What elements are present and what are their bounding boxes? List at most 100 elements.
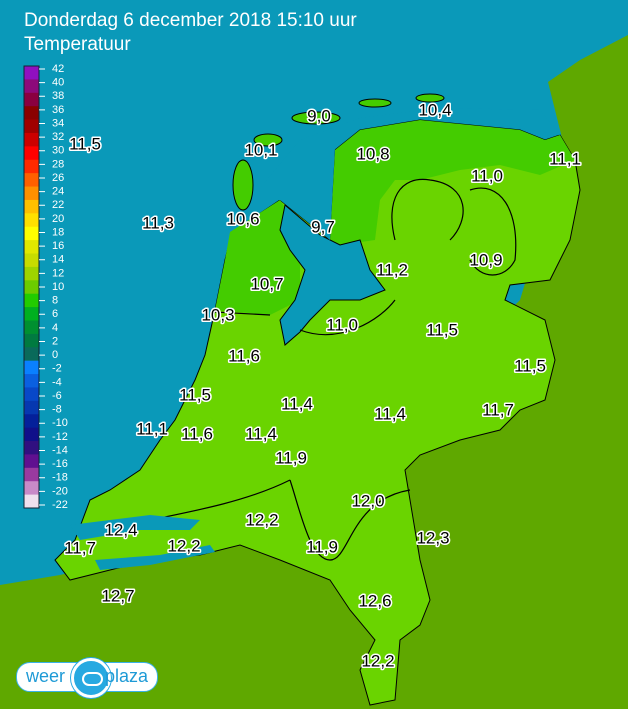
scale-swatch: [24, 360, 39, 375]
isotherm: [149, 178, 517, 561]
temp-label: 11,9: [275, 448, 307, 467]
scale-swatch: [24, 79, 39, 94]
foreign-land: [0, 35, 628, 709]
scale-swatch: [24, 173, 39, 188]
scale-tick-label: 32: [52, 131, 64, 143]
logo-text-right: plaza: [105, 666, 149, 686]
scale-tick-label: -12: [52, 431, 68, 443]
temperature-labels: 11,5 11,3 10,1 9,0 10,4 10,8 11,1 11,0 1…: [63, 99, 583, 672]
temp-label: 12,2: [167, 536, 200, 555]
scale-tick-label: 36: [52, 104, 64, 116]
weerplaza-logo[interactable]: weer plaza: [16, 658, 158, 698]
scale-tick-label: 28: [52, 158, 64, 170]
scale-tick-label: 24: [52, 186, 64, 198]
scale-swatch: [24, 400, 39, 415]
scale-swatch: [24, 347, 39, 362]
temp-label: 12,0: [351, 491, 384, 510]
scale-tick-label: 26: [52, 172, 64, 184]
temp-label: 11,5: [514, 356, 546, 375]
map-title: Donderdag 6 december 2018 15:10 uur: [24, 10, 357, 31]
logo-text-left: weer: [26, 666, 66, 686]
temp-label: 10,8: [356, 144, 389, 163]
temp-label: 11,0: [471, 166, 503, 185]
temp-label: 12,7: [101, 586, 134, 605]
ameland-island: [358, 98, 392, 108]
temp-label: 10,6: [226, 209, 259, 228]
temp-label: 9,7: [311, 217, 335, 236]
temp-label: 10,7: [250, 274, 283, 293]
scale-tick-label: 34: [52, 117, 64, 129]
temp-label: 11,4: [374, 404, 406, 423]
temp-label: 11,1: [549, 149, 581, 168]
temp-label: 12,6: [358, 591, 391, 610]
temp-label: 11,6: [228, 346, 260, 365]
scale-swatch: [24, 481, 39, 496]
cloud-icon: [71, 658, 111, 698]
temp-label: 11,1: [136, 419, 168, 438]
temp-label: 11,5: [426, 320, 458, 339]
scale-tick-label: -14: [52, 444, 68, 456]
scale-tick-label: 4: [52, 322, 58, 334]
scale-swatch: [24, 387, 39, 402]
scale-tick-label: 10: [52, 281, 64, 293]
temp-label: 9,0: [307, 106, 331, 125]
temp-label: 11,5: [179, 385, 211, 404]
scale-swatch: [24, 132, 39, 147]
scale-swatch: [24, 454, 39, 469]
temp-label: 11,7: [64, 538, 96, 557]
scale-tick-label: -2: [52, 363, 62, 375]
scale-swatch: [24, 266, 39, 281]
scale-tick-label: 8: [52, 295, 58, 307]
temp-label: 11,6: [181, 424, 213, 443]
wadden-sea: [250, 108, 560, 240]
scale-tick-label: 22: [52, 199, 64, 211]
scheldt-estuary: [70, 515, 215, 570]
vlieland-island: [253, 133, 283, 147]
scale-tick-label: -22: [52, 499, 68, 511]
scale-swatch: [24, 240, 39, 255]
color-scale: 424038363432302826242220181614121086420-…: [23, 63, 68, 511]
scale-swatch: [24, 307, 39, 321]
scale-tick-label: 2: [52, 335, 58, 347]
temp-label: 11,3: [142, 213, 174, 232]
scale-swatch: [24, 66, 39, 80]
scale-swatch: [24, 494, 39, 509]
scale-tick-label: -8: [52, 404, 62, 416]
temp-label: 11,4: [281, 394, 313, 413]
temp-label: 11,0: [326, 315, 358, 334]
temp-label: 12,2: [245, 510, 278, 529]
temp-label: 11,4: [245, 424, 277, 443]
scale-tick-label: 16: [52, 240, 64, 252]
texel-island: [232, 159, 254, 211]
scale-tick-label: -16: [52, 458, 68, 470]
temp-label: 10,3: [201, 305, 234, 324]
scale-tick-label: 20: [52, 213, 64, 225]
schiermonnikoog-island: [415, 93, 445, 103]
scale-swatch: [24, 427, 39, 442]
scale-swatch: [24, 414, 39, 429]
ijsselmeer: [279, 204, 386, 346]
scale-tick-label: 0: [52, 349, 58, 361]
scale-tick-label: 14: [52, 254, 64, 266]
scale-swatch: [24, 320, 39, 335]
scale-swatch: [24, 199, 39, 214]
scale-tick-label: 6: [52, 308, 58, 320]
temp-label: 11,9: [306, 537, 338, 556]
temp-label: 10,4: [418, 100, 451, 119]
map-subtitle: Temperatuur: [24, 34, 131, 55]
temp-label: 10,1: [244, 140, 277, 159]
scale-tick-label: 40: [52, 77, 64, 89]
scale-tick-label: 42: [52, 63, 64, 75]
temp-label: 10,9: [469, 250, 502, 269]
scale-tick-label: 12: [52, 267, 64, 279]
temp-label: 11,7: [482, 400, 514, 419]
scale-swatch: [24, 146, 39, 161]
scale-swatch: [24, 119, 39, 134]
scale-tick-label: -4: [52, 376, 62, 388]
temp-label: 12,3: [416, 528, 449, 547]
scale-swatch: [24, 92, 39, 107]
temp-label: 11,2: [376, 260, 408, 279]
terschelling-island: [291, 111, 341, 125]
